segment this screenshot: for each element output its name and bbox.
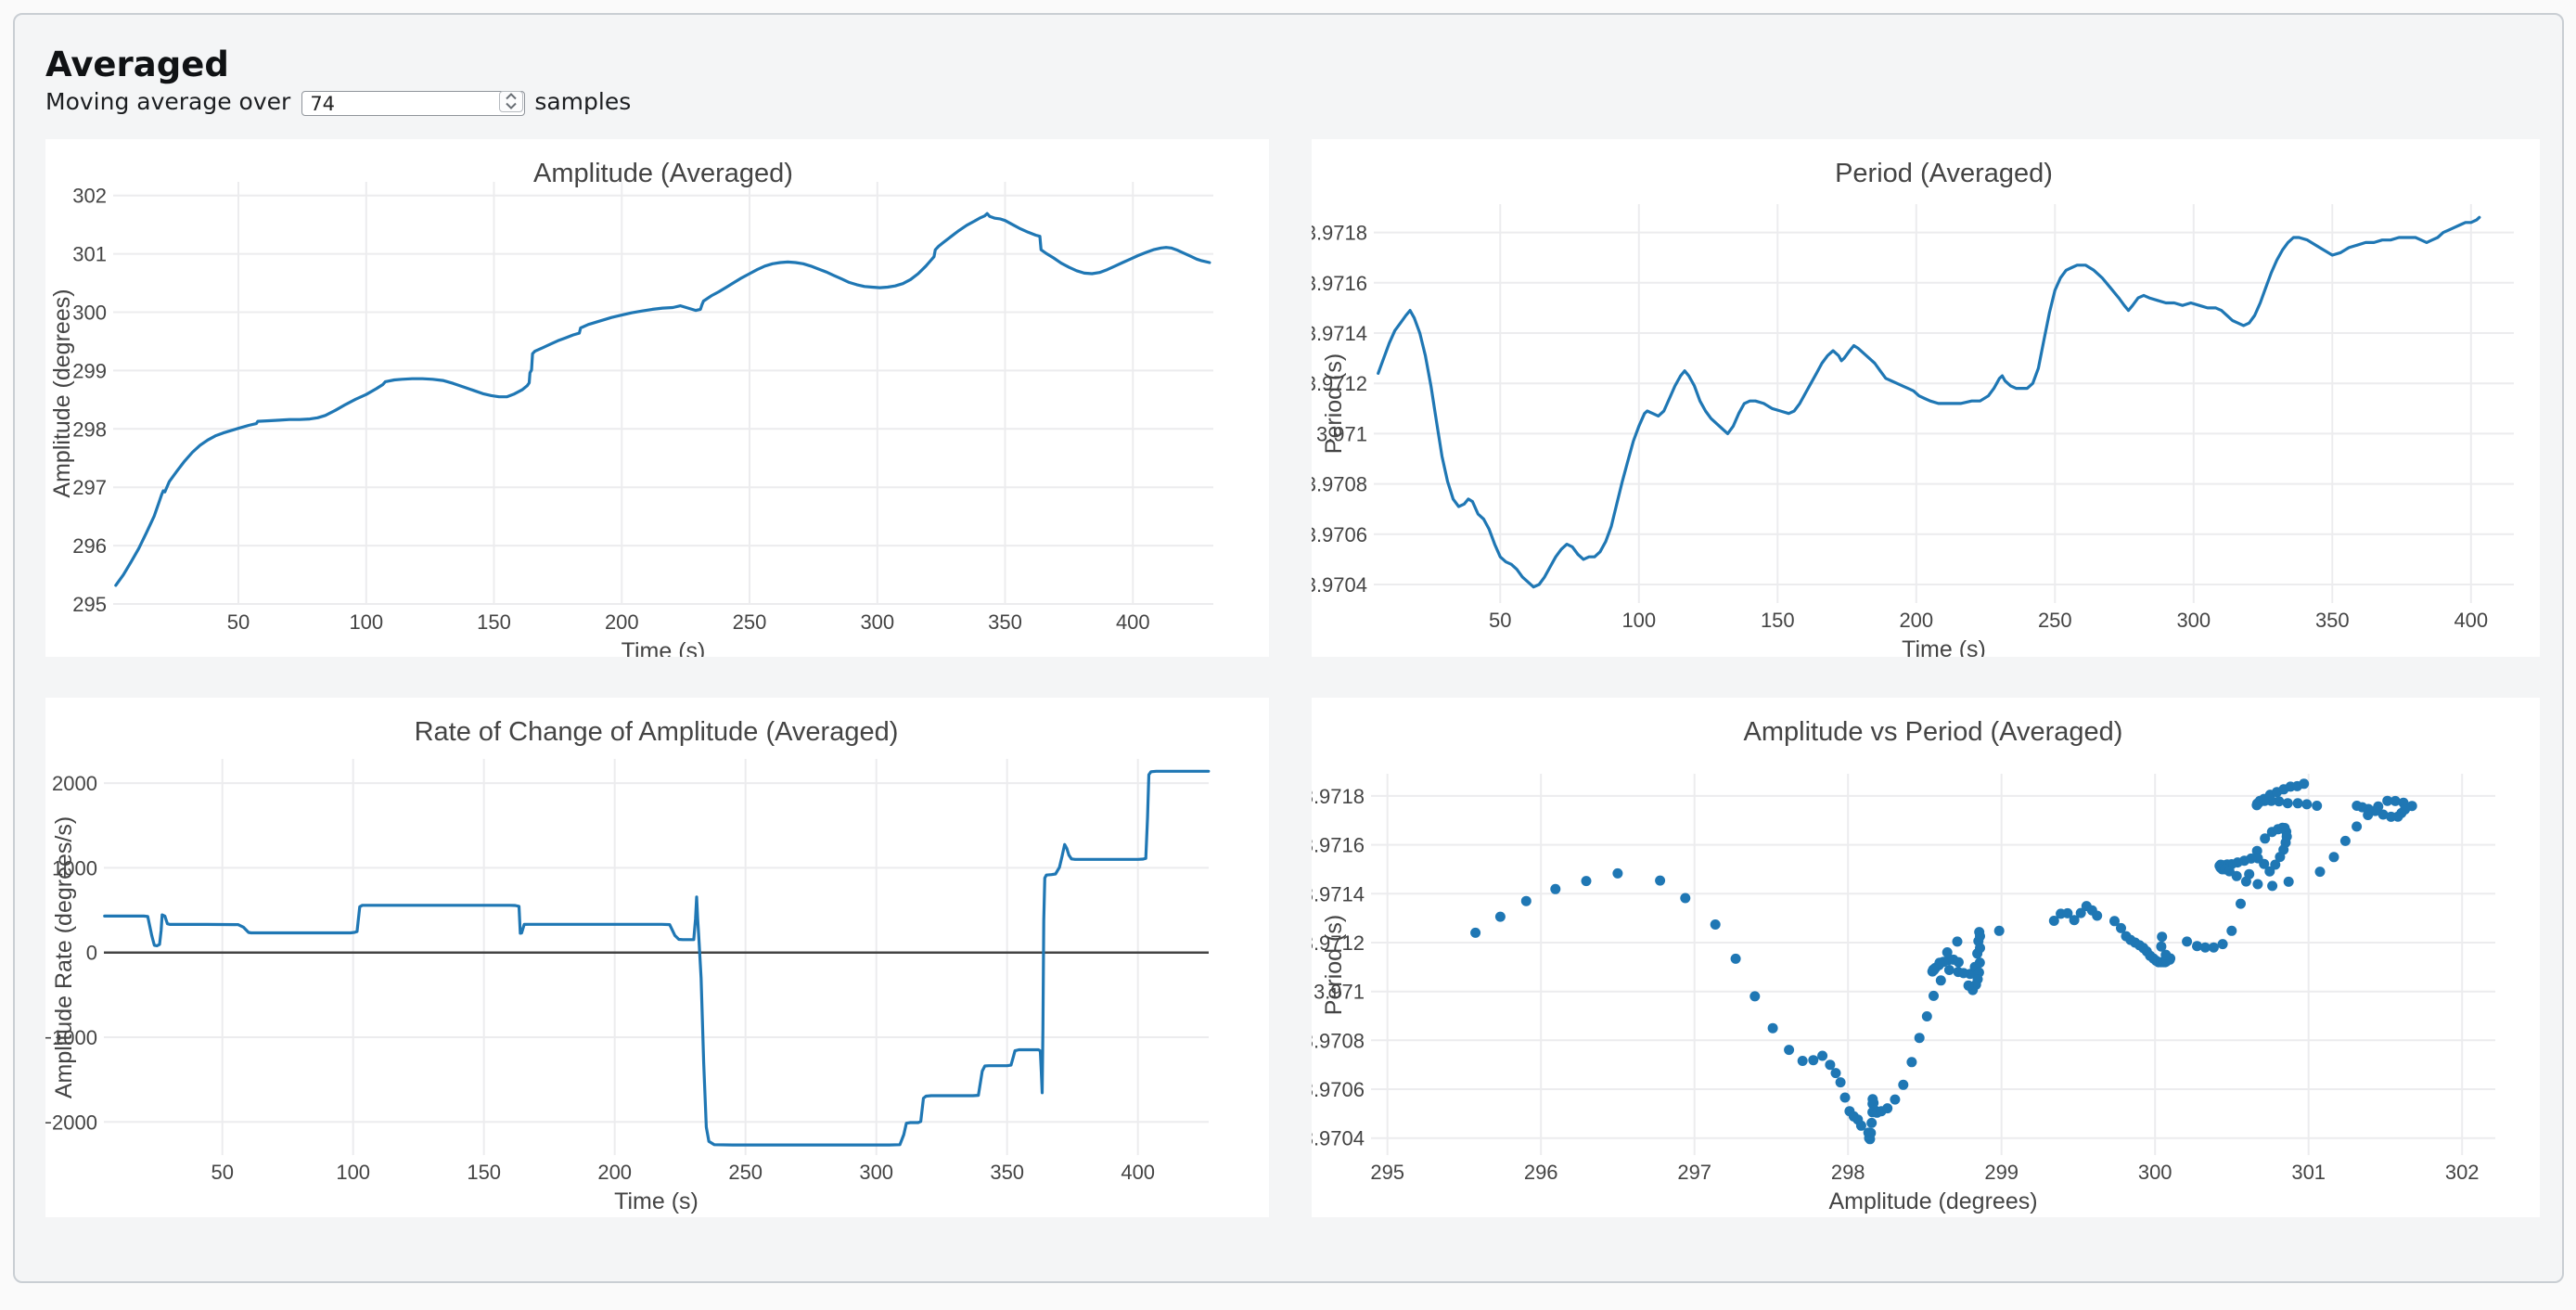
y-axis-title: Amplitude Rate (degrees/s) xyxy=(51,816,77,1098)
svg-text:100: 100 xyxy=(1621,609,1656,632)
amplitude-chart[interactable]: 50 100 150 200 250 300 350 400 295 296 297 298 299 30… xyxy=(45,139,1269,657)
svg-text:350: 350 xyxy=(990,1161,1024,1184)
svg-text:300: 300 xyxy=(2176,609,2211,632)
amp-vs-period-scatter-chart[interactable]: 295 296 297 298 299 300 301 302 3.9704 3.9706 3.97… xyxy=(1312,698,2540,1217)
period-chart[interactable]: 50 100 150 200 250 300 350 400 3.9704 3.9706 3.970… xyxy=(1312,139,2540,657)
svg-text:150: 150 xyxy=(467,1161,501,1184)
y-axis-title: Amplitude (degrees) xyxy=(49,289,75,497)
svg-text:250: 250 xyxy=(2038,609,2072,632)
svg-text:2000: 2000 xyxy=(52,772,97,795)
svg-text:400: 400 xyxy=(1116,610,1150,634)
svg-text:200: 200 xyxy=(605,610,639,634)
svg-text:0: 0 xyxy=(86,942,97,965)
moving-average-input-wrap xyxy=(301,89,526,116)
chart-title: Amplitude (Averaged) xyxy=(533,159,793,188)
svg-text:3.9712: 3.9712 xyxy=(1312,931,1365,955)
chevron-up-icon[interactable] xyxy=(505,93,518,100)
svg-text:300: 300 xyxy=(859,1161,893,1184)
svg-text:295: 295 xyxy=(1370,1161,1404,1184)
svg-text:3.9706: 3.9706 xyxy=(1312,523,1367,546)
svg-text:299: 299 xyxy=(1984,1161,2019,1184)
svg-text:200: 200 xyxy=(1899,609,1933,632)
samples-label: samples xyxy=(534,87,632,115)
svg-text:3.9708: 3.9708 xyxy=(1312,473,1367,496)
svg-text:298: 298 xyxy=(72,417,107,441)
chart-title: Period (Averaged) xyxy=(1835,159,2053,188)
svg-text:3.9712: 3.9712 xyxy=(1312,372,1367,395)
svg-text:100: 100 xyxy=(336,1161,370,1184)
svg-text:50: 50 xyxy=(211,1161,233,1184)
svg-text:250: 250 xyxy=(728,1161,763,1184)
svg-text:3.9708: 3.9708 xyxy=(1312,1029,1365,1052)
svg-text:−2000: −2000 xyxy=(45,1111,97,1134)
svg-text:3.9714: 3.9714 xyxy=(1312,882,1365,905)
chevron-down-icon[interactable] xyxy=(505,102,518,109)
svg-text:150: 150 xyxy=(1761,609,1795,632)
svg-text:100: 100 xyxy=(349,610,383,634)
svg-text:400: 400 xyxy=(2454,609,2488,632)
svg-text:3.9706: 3.9706 xyxy=(1312,1078,1365,1101)
page-title: Averaged xyxy=(45,45,229,84)
svg-text:3.971: 3.971 xyxy=(1314,981,1365,1004)
x-axis-title: Amplitude (degrees) xyxy=(1828,1188,2037,1214)
svg-text:301: 301 xyxy=(2291,1161,2326,1184)
chart-title: Rate of Change of Amplitude (Averaged) xyxy=(415,717,899,747)
svg-text:300: 300 xyxy=(860,610,894,634)
svg-text:350: 350 xyxy=(988,610,1022,634)
svg-text:250: 250 xyxy=(733,610,767,634)
svg-text:150: 150 xyxy=(477,610,511,634)
svg-text:350: 350 xyxy=(2315,609,2350,632)
svg-text:295: 295 xyxy=(72,593,107,616)
svg-text:297: 297 xyxy=(72,476,107,499)
svg-text:300: 300 xyxy=(2138,1161,2172,1184)
moving-average-controls: Moving average over samples xyxy=(45,85,631,117)
svg-text:3.9716: 3.9716 xyxy=(1312,834,1365,857)
svg-text:301: 301 xyxy=(72,243,107,266)
svg-text:3.9704: 3.9704 xyxy=(1312,573,1367,597)
svg-text:302: 302 xyxy=(72,185,107,208)
chart-card-amp-vs-period: 295 296 297 298 299 300 301 302 3.9704 3.9706 3.97… xyxy=(1312,698,2540,1217)
svg-text:50: 50 xyxy=(1489,609,1511,632)
svg-text:297: 297 xyxy=(1677,1161,1711,1184)
chart-card-period: 50 100 150 200 250 300 350 400 3.9704 3.9706 3.970… xyxy=(1312,139,2540,657)
x-axis-title: Time (s) xyxy=(614,1188,698,1214)
svg-text:296: 296 xyxy=(1524,1161,1558,1184)
svg-text:3.9718: 3.9718 xyxy=(1312,222,1367,245)
svg-text:200: 200 xyxy=(597,1161,632,1184)
moving-average-label: Moving average over xyxy=(45,87,291,115)
svg-text:3.9716: 3.9716 xyxy=(1312,272,1367,295)
svg-text:299: 299 xyxy=(72,359,107,382)
svg-text:302: 302 xyxy=(2445,1161,2480,1184)
svg-text:300: 300 xyxy=(72,302,107,325)
svg-text:1000: 1000 xyxy=(52,856,97,880)
svg-text:50: 50 xyxy=(227,610,250,634)
svg-text:3.9714: 3.9714 xyxy=(1312,322,1367,345)
y-axis-title: Period (s) xyxy=(1321,915,1347,1015)
chart-card-amplitude-rate: 50 100 150 200 250 300 350 400 −2000 −1000 0 1000 20… xyxy=(45,698,1269,1217)
svg-text:3.971: 3.971 xyxy=(1316,422,1367,445)
svg-text:3.9704: 3.9704 xyxy=(1312,1127,1365,1150)
svg-text:3.9718: 3.9718 xyxy=(1312,785,1365,808)
x-axis-title: Time (s) xyxy=(1902,636,1986,657)
y-axis-title: Period (s) xyxy=(1321,353,1347,454)
number-stepper[interactable] xyxy=(499,90,524,112)
svg-text:−1000: −1000 xyxy=(45,1026,97,1049)
chart-card-amplitude: 50 100 150 200 250 300 350 400 295 296 297 298 299 30… xyxy=(45,139,1269,657)
svg-text:400: 400 xyxy=(1121,1161,1155,1184)
svg-text:296: 296 xyxy=(72,534,107,558)
moving-average-input[interactable] xyxy=(301,91,526,116)
svg-text:298: 298 xyxy=(1831,1161,1865,1184)
chart-title: Amplitude vs Period (Averaged) xyxy=(1744,717,2123,747)
amplitude-rate-chart[interactable]: 50 100 150 200 250 300 350 400 −2000 −1000 0 1000 20… xyxy=(45,698,1269,1217)
x-axis-title: Time (s) xyxy=(622,638,706,657)
